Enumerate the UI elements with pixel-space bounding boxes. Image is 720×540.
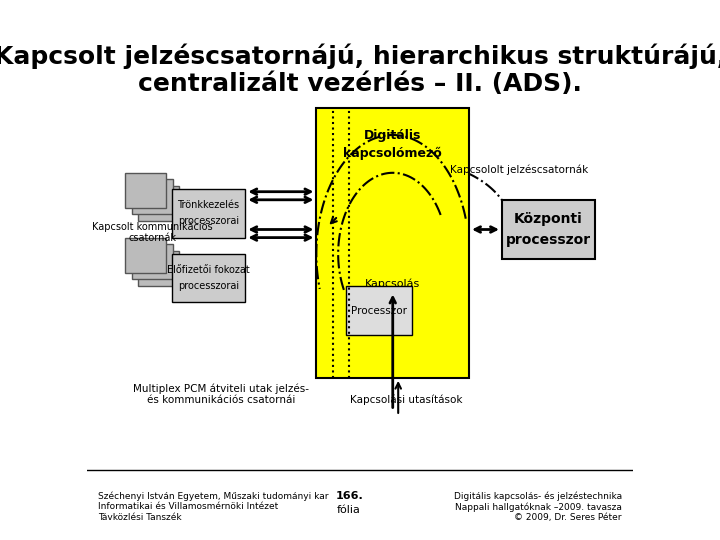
Text: Multiplex PCM átviteli utak jelzés-
és kommunikációs csatornái: Multiplex PCM átviteli utak jelzés- és k… xyxy=(132,383,309,405)
Text: Távközlési Tanszék: Távközlési Tanszék xyxy=(98,513,181,522)
Text: Előfizetői fokozat: Előfizetői fokozat xyxy=(167,265,250,275)
Text: processzorai: processzorai xyxy=(178,217,239,226)
FancyBboxPatch shape xyxy=(171,189,246,238)
FancyBboxPatch shape xyxy=(502,200,595,259)
Text: Digitális kapcsolás- és jelzéstechnika: Digitális kapcsolás- és jelzéstechnika xyxy=(454,491,622,501)
FancyBboxPatch shape xyxy=(138,251,179,286)
Text: Processzor: Processzor xyxy=(351,306,407,315)
Text: Kapcsolási utasítások: Kapcsolási utasítások xyxy=(350,394,463,405)
Text: 166.: 166. xyxy=(336,491,363,502)
FancyBboxPatch shape xyxy=(125,173,166,208)
Text: Kapcsololt jelzéscsatornák: Kapcsololt jelzéscsatornák xyxy=(450,165,588,176)
FancyBboxPatch shape xyxy=(132,244,173,279)
Text: Trönkkezelés: Trönkkezelés xyxy=(178,200,240,210)
Text: Kapcsolt kommunikációs
csatornák: Kapcsolt kommunikációs csatornák xyxy=(92,221,213,243)
Text: Informatikai és Villamosmérnöki Intézet: Informatikai és Villamosmérnöki Intézet xyxy=(98,502,279,511)
Text: kapcsolómező: kapcsolómező xyxy=(343,147,442,160)
FancyBboxPatch shape xyxy=(346,286,412,335)
Text: Digitális: Digitális xyxy=(364,129,421,141)
Text: centralizált vezérlés – II. (ADS).: centralizált vezérlés – II. (ADS). xyxy=(138,72,582,96)
Text: Központi: Központi xyxy=(514,212,582,226)
Text: Széchenyi István Egyetem, Műszaki tudományi kar: Széchenyi István Egyetem, Műszaki tudomá… xyxy=(98,491,328,501)
FancyBboxPatch shape xyxy=(171,254,246,302)
FancyBboxPatch shape xyxy=(132,179,173,214)
FancyBboxPatch shape xyxy=(125,238,166,273)
Text: Kapcsolás: Kapcsolás xyxy=(365,278,420,289)
Text: fólia: fólia xyxy=(337,505,361,515)
FancyBboxPatch shape xyxy=(138,186,179,221)
Text: Nappali hallgatóknak –2009. tavasza: Nappali hallgatóknak –2009. tavasza xyxy=(455,502,622,512)
Text: Kapcsolt jelzéscsatornájú, hierarchikus struktúrájú,: Kapcsolt jelzéscsatornájú, hierarchikus … xyxy=(0,44,720,70)
Text: processzorai: processzorai xyxy=(178,281,239,291)
FancyBboxPatch shape xyxy=(316,108,469,378)
Text: © 2009, Dr. Seres Péter: © 2009, Dr. Seres Péter xyxy=(515,513,622,522)
Text: processzor: processzor xyxy=(505,233,591,247)
